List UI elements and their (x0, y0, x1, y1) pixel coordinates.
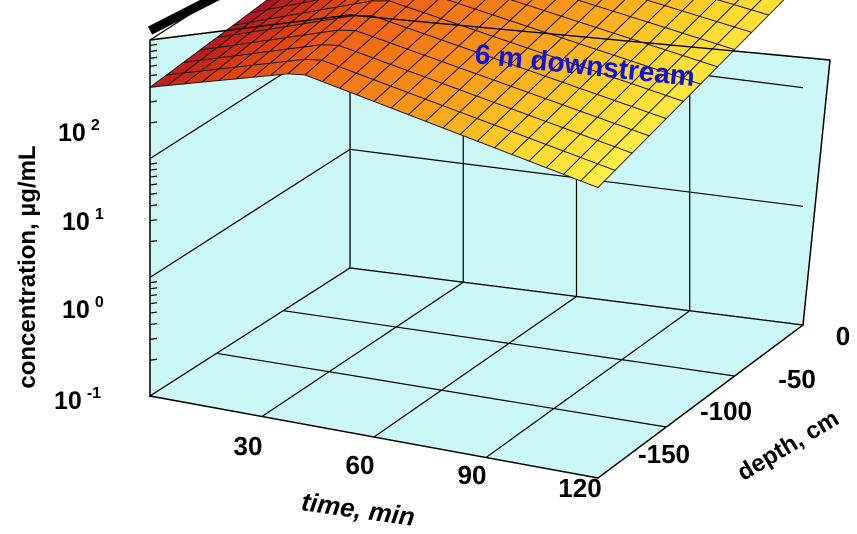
x-axis-title: time, min (300, 486, 417, 532)
z-axis: 10 2 10 1 10 0 10 -1 concentration, µg/mL (14, 117, 104, 415)
svg-text:101: 10 1 (62, 206, 104, 236)
x-tick-label: 30 (234, 431, 263, 461)
z-axis-title: concentration, µg/mL (14, 145, 41, 388)
y-tick-label: -150 (638, 439, 690, 469)
svg-text:10-1: 10 -1 (54, 385, 101, 415)
x-tick-label: 60 (346, 450, 375, 480)
x-tick-label: 90 (458, 460, 487, 490)
z-tick-label: 10 2 (58, 117, 100, 147)
y-tick-label: -50 (778, 364, 816, 394)
y-tick-label: 0 (836, 321, 850, 351)
z-tick-label: 10 0 (62, 294, 104, 324)
y-tick-label: -100 (700, 396, 752, 426)
x-tick-label: 120 (558, 473, 601, 503)
svg-text:100: 10 0 (62, 294, 104, 324)
svg-text:102: 10 2 (58, 117, 100, 147)
z-tick-label: 10 -1 (54, 385, 101, 415)
z-tick-label: 10 1 (62, 206, 104, 236)
